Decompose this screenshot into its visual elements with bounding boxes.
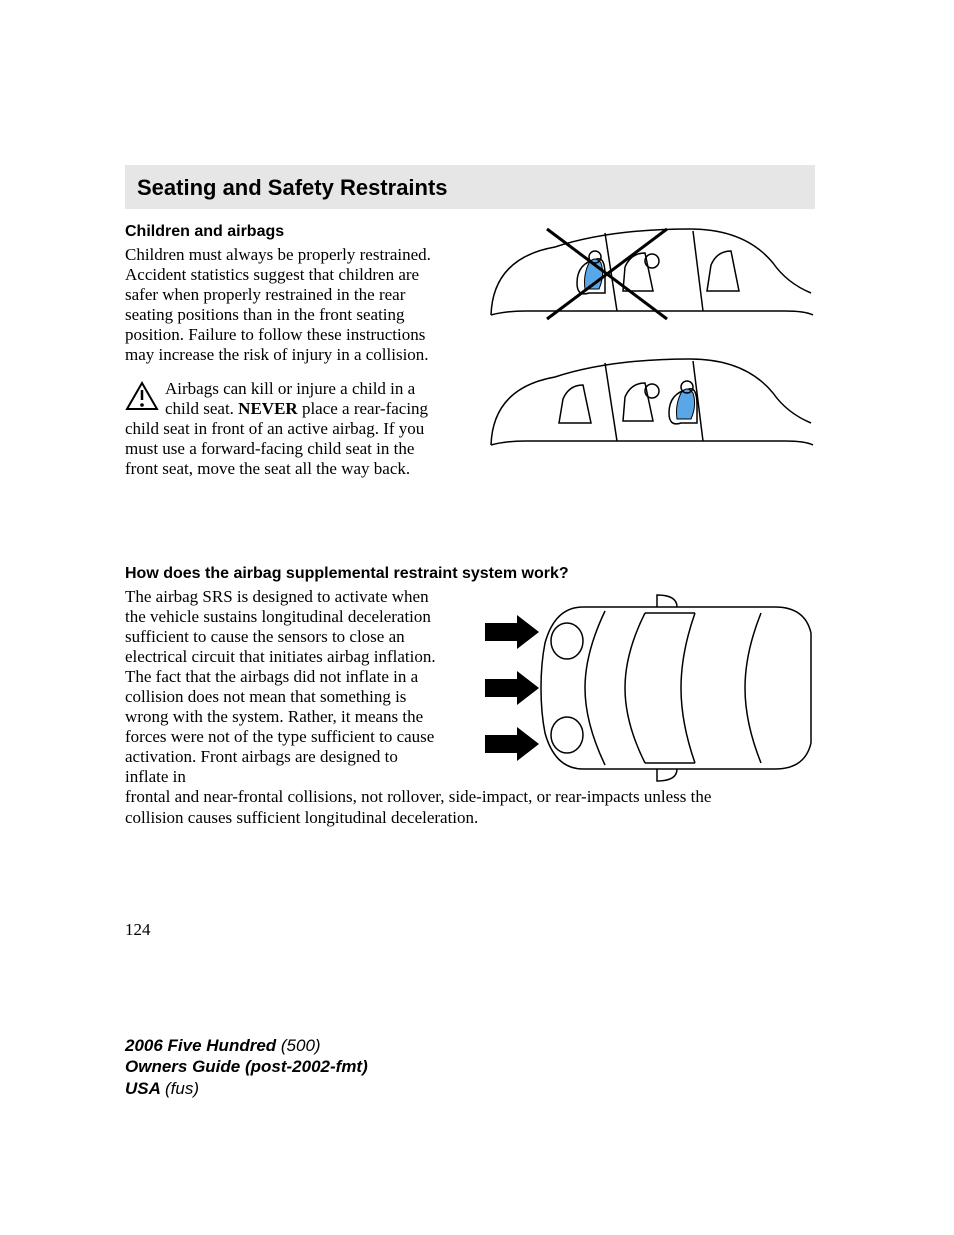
section-header: Seating and Safety Restraints [125, 165, 815, 209]
footer-code: (500) [281, 1036, 321, 1055]
footer-line1: 2006 Five Hundred (500) [125, 1035, 368, 1056]
page-number: 124 [125, 920, 151, 940]
srs-paragraph-wide: frontal and near-frontal collisions, not… [125, 787, 725, 827]
airbag-srs-section: How does the airbag supplemental restrai… [125, 565, 815, 828]
srs-paragraph-narrow: The airbag SRS is designed to activate w… [125, 587, 445, 787]
warning-triangle-icon [125, 381, 159, 416]
warning-block: Airbags can kill or injure a child in a … [125, 379, 445, 479]
children-and-airbags-section: Children and airbags Children must alway… [125, 223, 815, 513]
footer-region-code: (fus) [165, 1079, 199, 1098]
section-title: Seating and Safety Restraints [137, 175, 803, 201]
footer-region: USA [125, 1079, 165, 1098]
footer-line3: USA (fus) [125, 1078, 368, 1099]
subhead-srs: How does the airbag supplemental restrai… [125, 565, 815, 583]
figure-childseat-correct [485, 353, 815, 478]
figure-childseat-wrong [485, 223, 815, 348]
figure-car-topview [485, 593, 815, 788]
footer-line2: Owners Guide (post-2002-fmt) [125, 1056, 368, 1077]
warning-never: NEVER [238, 399, 298, 418]
footer-block: 2006 Five Hundred (500) Owners Guide (po… [125, 1035, 368, 1099]
footer-model: 2006 Five Hundred [125, 1036, 281, 1055]
children-airbags-paragraph: Children must always be properly restrai… [125, 245, 445, 365]
